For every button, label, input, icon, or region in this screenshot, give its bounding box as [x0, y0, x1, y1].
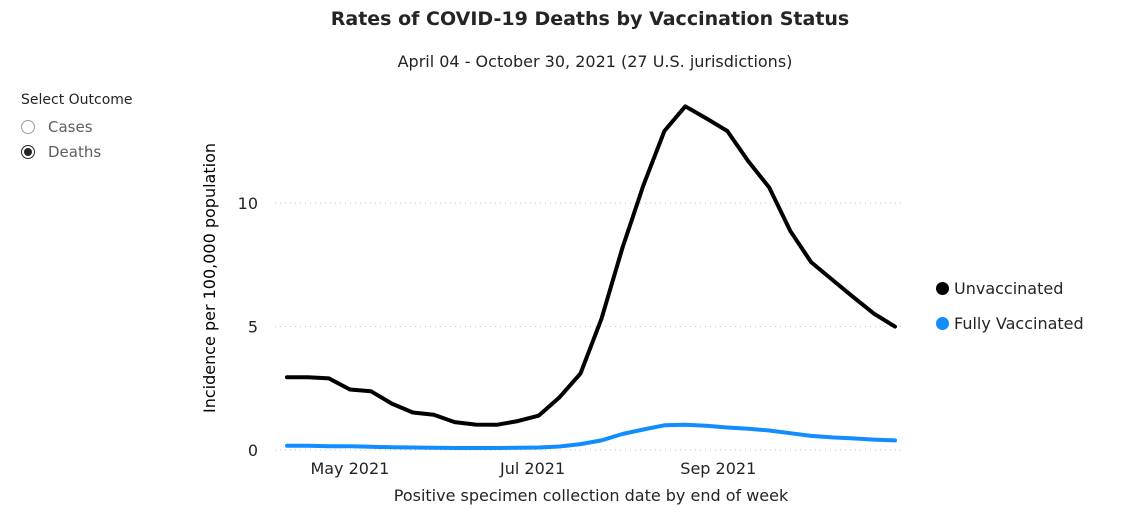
legend-marker: [936, 317, 949, 330]
legend-item-unvaccinated[interactable]: Unvaccinated: [936, 271, 1084, 306]
legend-label: Unvaccinated: [954, 279, 1064, 298]
x-axis-label: Positive specimen collection date by end…: [394, 486, 789, 505]
slicer-title: Select Outcome: [21, 92, 133, 108]
y-tick-label: 10: [238, 194, 258, 213]
legend-marker: [936, 282, 949, 295]
legend-label: Fully Vaccinated: [954, 314, 1084, 333]
option-label: Cases: [48, 117, 93, 136]
option-cases[interactable]: Cases: [21, 114, 133, 139]
outcome-slicer: Select Outcome Cases Deaths: [21, 92, 133, 164]
chart-title: Rates of COVID-19 Deaths by Vaccination …: [330, 8, 850, 30]
legend: Unvaccinated Fully Vaccinated: [936, 271, 1084, 341]
y-axis-label: Incidence per 100,000 population: [200, 143, 219, 413]
chart-subtitle: April 04 - October 30, 2021 (27 U.S. jur…: [397, 52, 793, 71]
series-line-fully-vaccinated[interactable]: [285, 422, 897, 450]
legend-item-fully-vaccinated[interactable]: Fully Vaccinated: [936, 306, 1084, 341]
option-deaths[interactable]: Deaths: [21, 139, 133, 164]
option-label: Deaths: [48, 142, 102, 161]
radio-unselected-icon[interactable]: [21, 119, 35, 134]
x-tick-label: Jul 2021: [499, 459, 565, 478]
series-line-unvaccinated[interactable]: [285, 104, 897, 427]
radio-selected-icon[interactable]: [21, 144, 35, 159]
x-tick-label: Sep 2021: [680, 459, 756, 478]
y-tick-label: 0: [248, 441, 258, 460]
y-tick-label: 5: [248, 318, 258, 337]
x-tick-label: May 2021: [310, 459, 389, 478]
